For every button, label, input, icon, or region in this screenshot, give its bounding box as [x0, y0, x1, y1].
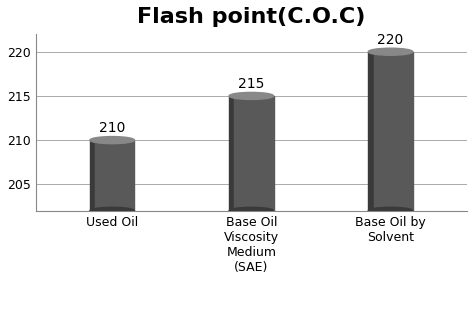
Bar	[229, 96, 235, 211]
Bar	[90, 140, 95, 211]
Ellipse shape	[368, 207, 413, 214]
Text: 220: 220	[377, 33, 404, 47]
Text: 210: 210	[99, 121, 126, 135]
Bar	[374, 52, 413, 211]
Ellipse shape	[90, 207, 135, 214]
Ellipse shape	[90, 137, 135, 144]
Title: Flash point(C.O.C): Flash point(C.O.C)	[137, 7, 365, 27]
Ellipse shape	[368, 48, 413, 55]
Text: 215: 215	[238, 77, 264, 91]
Bar	[235, 96, 273, 211]
Ellipse shape	[229, 92, 273, 100]
Bar	[368, 52, 374, 211]
Ellipse shape	[229, 207, 273, 214]
Bar	[95, 140, 135, 211]
